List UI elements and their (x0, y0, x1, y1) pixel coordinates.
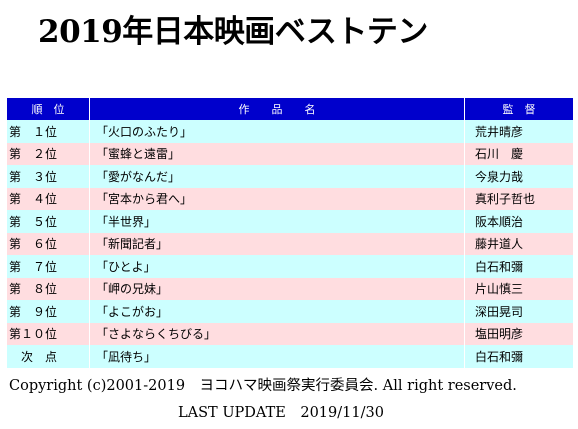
rank-cell: 第 ８位 (7, 277, 89, 300)
film-cell: 「凪待ち」 (90, 345, 464, 368)
director-cell: 荒井晴彦 (465, 120, 573, 143)
director-cell: 塩田明彦 (465, 322, 573, 345)
director-cell: 藤井道人 (465, 232, 573, 255)
rank-cell: 第 ３位 (7, 165, 89, 188)
copyright-notice: Copyright (c)2001-2019 ヨコハマ映画祭実行委員会. All… (9, 378, 517, 394)
director-cell: 阪本順治 (465, 210, 573, 233)
director-cell: 真利子哲也 (465, 187, 573, 210)
director-cell: 白石和彌 (465, 255, 573, 278)
last-update-text: LAST UPDATE 2019/11/30 (178, 405, 384, 421)
film-cell: 「ひとよ」 (90, 255, 464, 278)
film-cell: 「岬の兄妹」 (90, 277, 464, 300)
director-cell: 今泉力哉 (465, 165, 573, 188)
table-row: 第 ３位 「愛がなんだ」 今泉力哉 (7, 165, 573, 188)
rank-cell: 第 ９位 (7, 300, 89, 323)
table-row-runner-up: 次 点 「凪待ち」 白石和彌 (7, 345, 573, 368)
table-row: 第 ５位 「半世界」 阪本順治 (7, 210, 573, 233)
film-column-header: 作 品 名 (90, 98, 464, 120)
director-cell: 深田晃司 (465, 300, 573, 323)
film-cell: 「半世界」 (90, 210, 464, 233)
rank-cell: 第 １位 (7, 120, 89, 143)
table-row: 第 ９位 「よこがお」 深田晃司 (7, 300, 573, 323)
table-row: 第 ４位 「宮本から君へ」 真利子哲也 (7, 187, 573, 210)
table-row: 第 ７位 「ひとよ」 白石和彌 (7, 255, 573, 278)
film-cell: 「火口のふたり」 (90, 120, 464, 143)
page-title: 2019年日本映画ベストテン (38, 14, 428, 50)
film-cell: 「新聞記者」 (90, 232, 464, 255)
table-row: 第 ６位 「新聞記者」 藤井道人 (7, 232, 573, 255)
rank-cell: 第 ４位 (7, 187, 89, 210)
film-cell: 「さよならくちびる」 (90, 322, 464, 345)
rank-column-header: 順 位 (7, 98, 89, 120)
director-column-header: 監 督 (465, 98, 573, 120)
director-cell: 白石和彌 (465, 345, 573, 368)
film-cell: 「愛がなんだ」 (90, 165, 464, 188)
film-cell: 「よこがお」 (90, 300, 464, 323)
rank-cell: 第１０位 (7, 322, 89, 345)
table-row: 第 ２位 「蜜蜂と遠雷」 石川 慶 (7, 142, 573, 165)
film-cell: 「宮本から君へ」 (90, 187, 464, 210)
rank-cell: 第 ２位 (7, 142, 89, 165)
director-cell: 石川 慶 (465, 142, 573, 165)
rank-cell: 第 ７位 (7, 255, 89, 278)
table-row: 第１０位 「さよならくちびる」 塩田明彦 (7, 322, 573, 345)
director-cell: 片山慎三 (465, 277, 573, 300)
rank-cell: 第 ５位 (7, 210, 89, 233)
film-cell: 「蜜蜂と遠雷」 (90, 142, 464, 165)
rank-cell: 次 点 (7, 345, 89, 368)
rank-cell: 第 ６位 (7, 232, 89, 255)
ranking-table: 順 位 作 品 名 監 督 第 １位 「火口のふたり」 荒井晴彦 第 ２位 「蜜… (6, 98, 574, 368)
table-row: 第 ８位 「岬の兄妹」 片山慎三 (7, 277, 573, 300)
table-row: 第 １位 「火口のふたり」 荒井晴彦 (7, 120, 573, 143)
table-header-row: 順 位 作 品 名 監 督 (7, 98, 573, 120)
